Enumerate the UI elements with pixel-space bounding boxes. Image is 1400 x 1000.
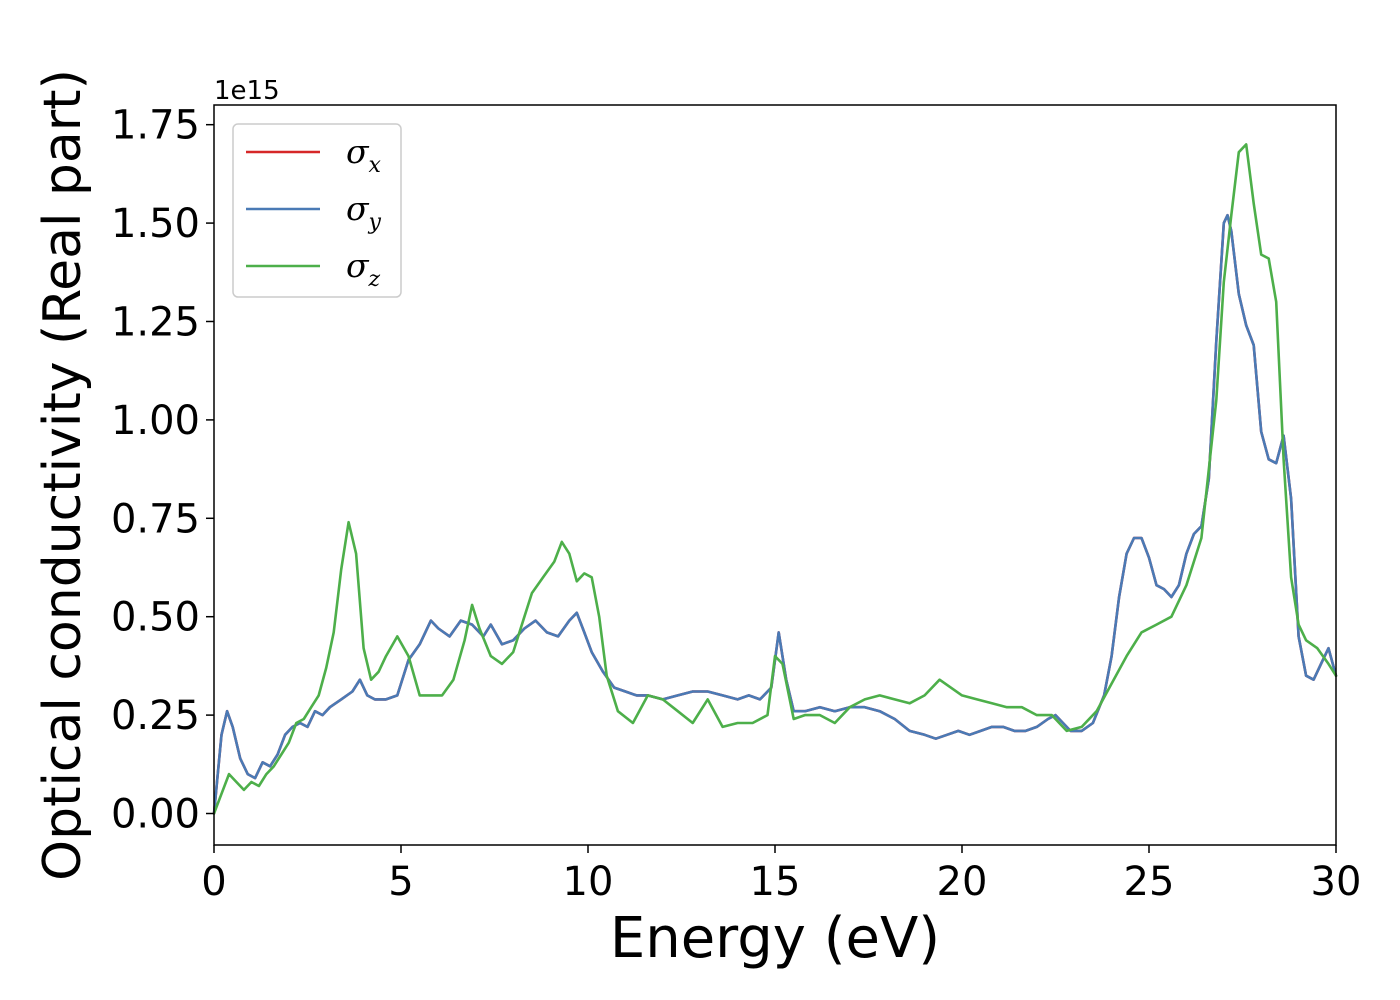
legend: σx σy σz: [232, 123, 402, 298]
y-tick-label: 1.75: [111, 103, 200, 149]
x-tick-label: 15: [750, 859, 801, 905]
x-axis-label: Energy (eV): [610, 906, 940, 971]
legend-box: [232, 123, 402, 298]
y-tick-label: 0.00: [111, 792, 200, 838]
x-axis: 0 5 10 15 20 25 30: [201, 845, 1361, 905]
y-tick-label: 1.25: [111, 299, 200, 345]
y-tick-label: 0.75: [111, 496, 200, 542]
x-tick-label: 5: [388, 859, 413, 905]
y-offset-label: 1e15: [214, 76, 280, 106]
x-tick-label: 0: [201, 859, 226, 905]
x-tick-label: 10: [563, 859, 614, 905]
legend-label-z: σz: [346, 246, 381, 292]
y-tick-label: 0.50: [111, 595, 200, 641]
y-axis-label: Optical conductivity (Real part): [33, 69, 93, 881]
series-layer: [212, 143, 1338, 815]
y-tick-label: 1.50: [111, 201, 200, 247]
x-tick-label: 25: [1124, 859, 1175, 905]
series-line-z: [212, 143, 1338, 815]
y-tick-label: 1.00: [111, 398, 200, 444]
y-tick-label: 0.25: [111, 693, 200, 739]
legend-label-y: σy: [346, 189, 382, 235]
legend-label-x: σx: [346, 132, 382, 178]
x-tick-label: 20: [937, 859, 988, 905]
x-tick-label: 30: [1311, 859, 1362, 905]
y-axis: 0.00 0.25 0.50 0.75 1.00 1.25 1.50 1.75: [111, 103, 214, 838]
